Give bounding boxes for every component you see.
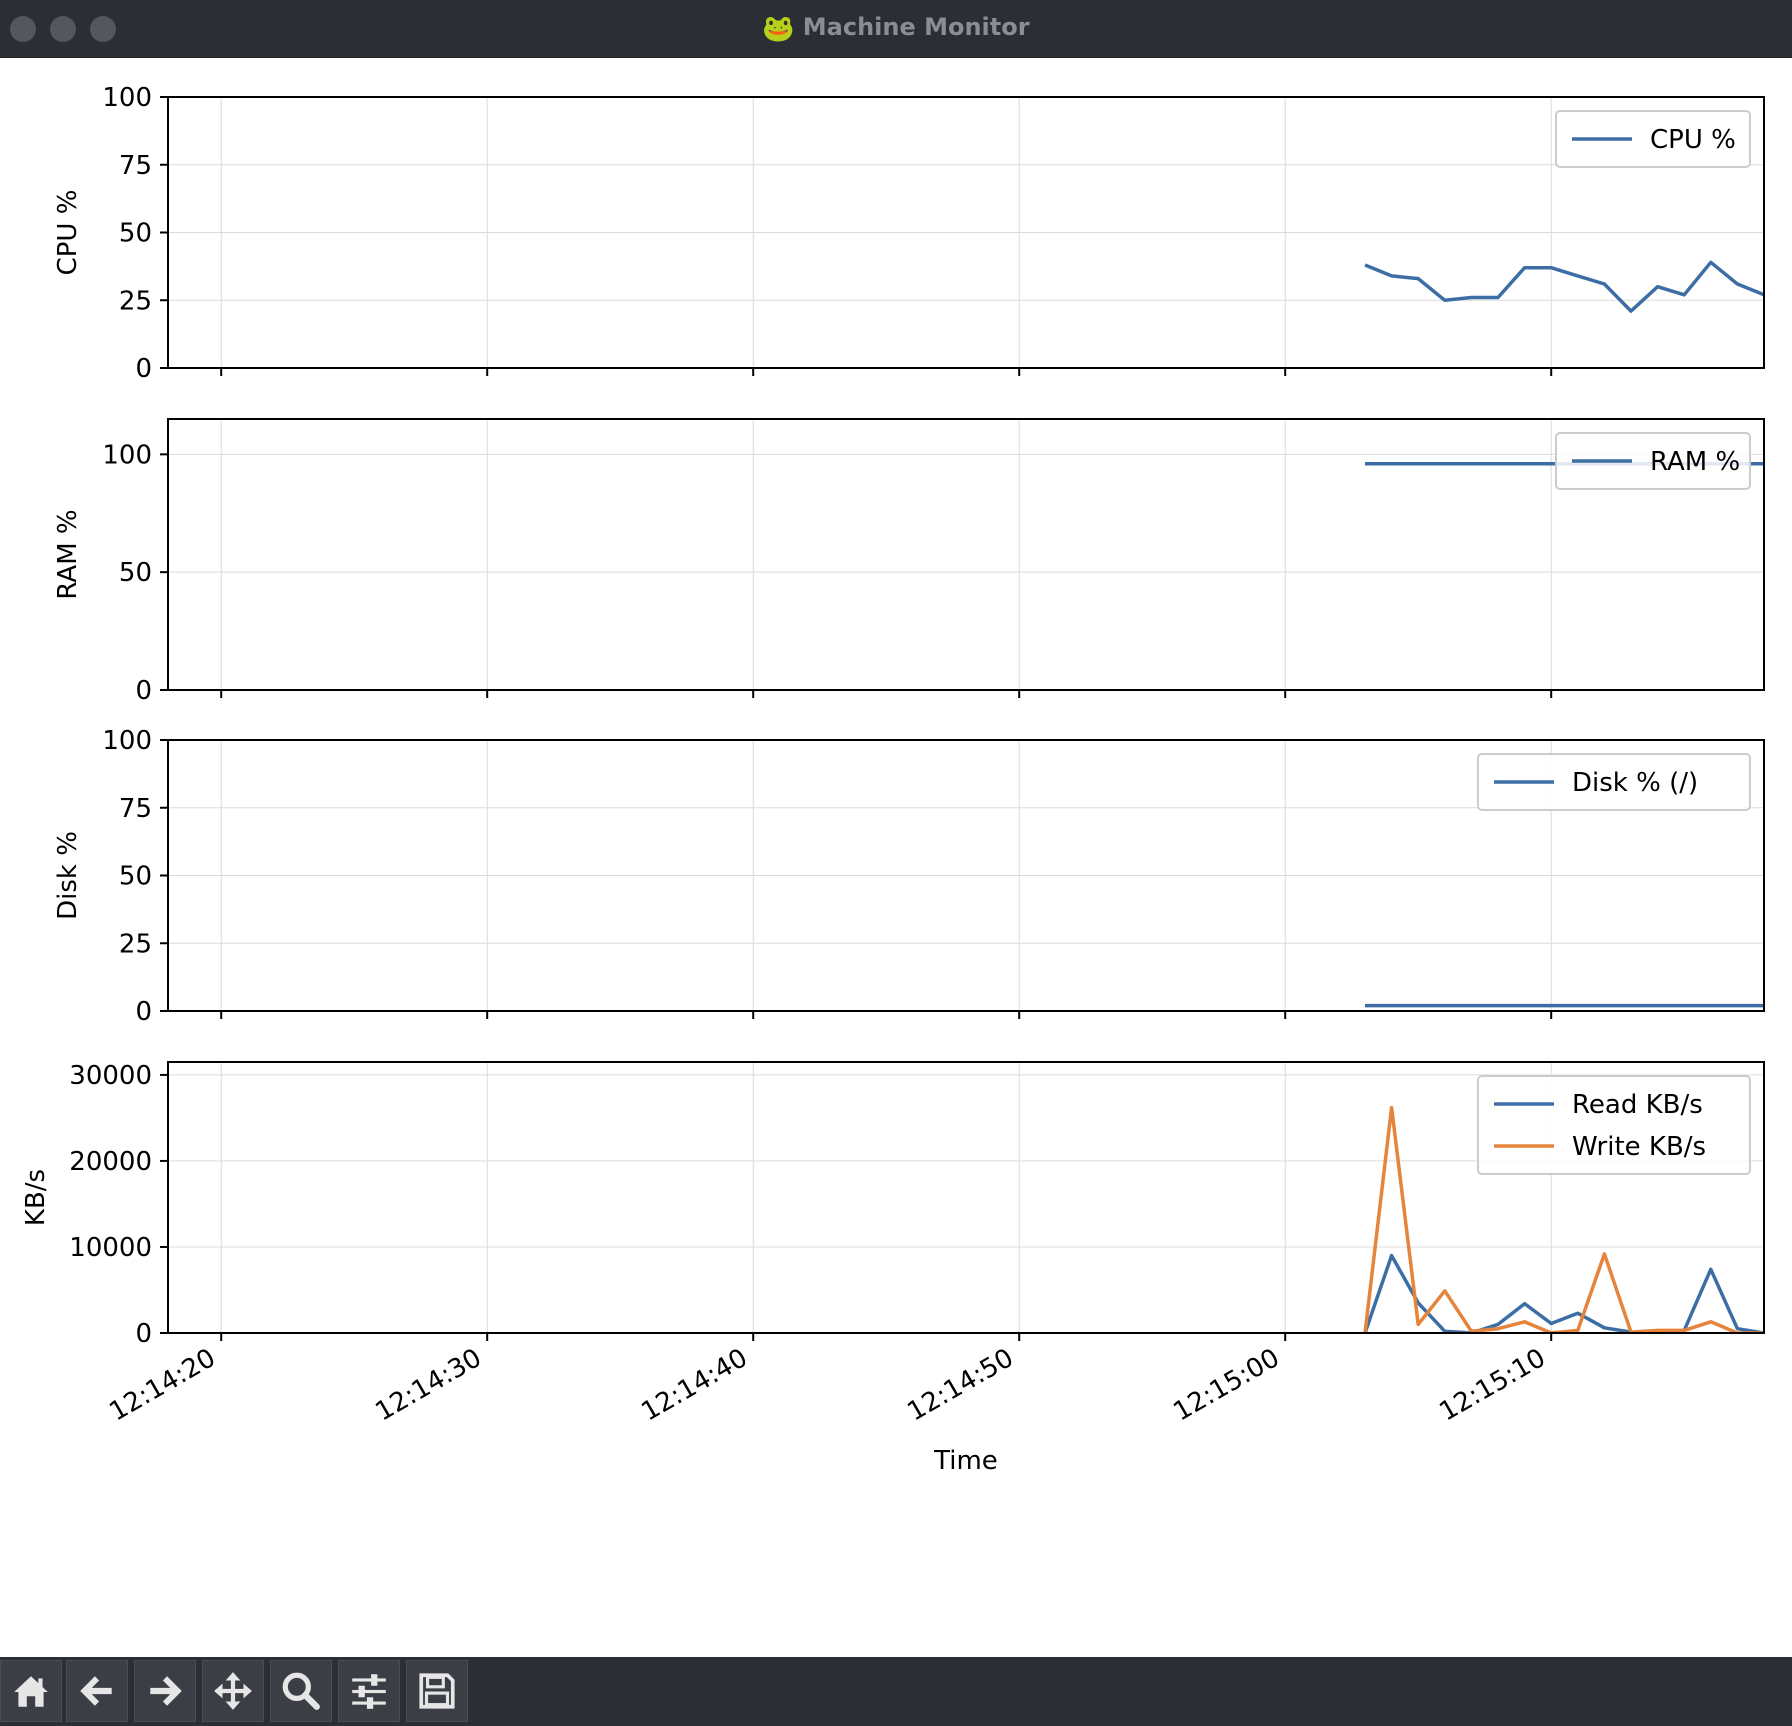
home-icon [14,1676,48,1707]
arrow-left-icon [80,1676,112,1706]
y-axis-label: CPU % [53,190,83,276]
y-tick-label: 30000 [69,1061,152,1091]
y-tick-label: 100 [102,726,152,756]
y-tick-label: 20000 [69,1147,152,1177]
series-line-write-kb-s [1363,1105,1764,1333]
y-axis-label: KB/s [21,1169,51,1226]
y-tick-label: 75 [119,151,152,181]
zoom-button[interactable] [270,1660,332,1722]
y-tick-label: 100 [102,83,152,113]
pan-button[interactable] [202,1660,264,1722]
axes-frame [167,739,1765,1012]
legend-box [1477,753,1751,811]
legend-box [1477,1075,1751,1175]
x-axis-label: Time [933,1446,998,1476]
y-tick-label: 0 [135,1319,152,1349]
legend-label: RAM % [1650,447,1740,477]
legend-label: Disk % (/) [1572,768,1698,798]
axes-frame [167,418,1765,691]
sliders-icon [352,1674,386,1709]
back-button[interactable] [66,1660,128,1722]
axes-frame [167,96,1765,369]
minimize-window-button[interactable] [50,16,76,42]
floppy-disk-icon [419,1673,455,1709]
legend-label: Read KB/s [1572,1090,1703,1120]
y-tick-label: 50 [119,219,152,249]
legend-label: Write KB/s [1572,1132,1706,1162]
arrow-right-icon [150,1676,182,1706]
x-tick-label: 12:15:00 [1169,1343,1285,1427]
y-tick-label: 50 [119,558,152,588]
plot-canvas[interactable]: 0 25 50 75 100 CPU % CPU % 0 50 100 RAM % RAM % 0 25 5… [0,57,1792,1657]
configure-subplots-button[interactable] [338,1660,400,1722]
close-window-button[interactable] [10,16,36,42]
save-button[interactable] [406,1660,468,1722]
series-line-read-kb-s [1363,1253,1764,1333]
window-title-text: Machine Monitor [802,13,1030,41]
legend-label: CPU % [1650,125,1736,155]
legend-box [1555,432,1751,490]
series-line-cpu- [1364,260,1764,313]
x-tick-label: 12:14:40 [637,1343,753,1427]
y-axis-label: Disk % [53,831,83,920]
home-button[interactable] [0,1660,62,1722]
x-tick-label: 12:14:20 [105,1343,221,1427]
title-bar[interactable]: 🐸 Machine Monitor [0,0,1792,58]
y-tick-label: 75 [119,794,152,824]
y-tick-label: 25 [119,929,152,959]
legend-box [1555,110,1751,168]
window-title: 🐸 Machine Monitor [0,0,1792,57]
zoom-window-button[interactable] [90,16,116,42]
axes-frame [167,1061,1765,1334]
magnifier-icon [282,1672,320,1710]
y-tick-label: 0 [135,997,152,1027]
x-tick-label: 12:14:30 [371,1343,487,1427]
y-tick-label: 10000 [69,1233,152,1263]
forward-button[interactable] [134,1660,196,1722]
frog-icon: 🐸 [762,14,795,44]
y-tick-label: 50 [119,862,152,892]
x-tick-label: 12:14:50 [903,1343,1019,1427]
y-tick-label: 0 [135,676,152,706]
move-icon [214,1672,252,1710]
y-axis-label: RAM % [53,509,83,599]
y-tick-label: 100 [102,440,152,470]
y-tick-label: 25 [119,286,152,316]
x-tick-label: 12:15:10 [1435,1343,1551,1427]
navigation-toolbar [0,1657,1792,1726]
y-tick-label: 0 [135,354,152,384]
